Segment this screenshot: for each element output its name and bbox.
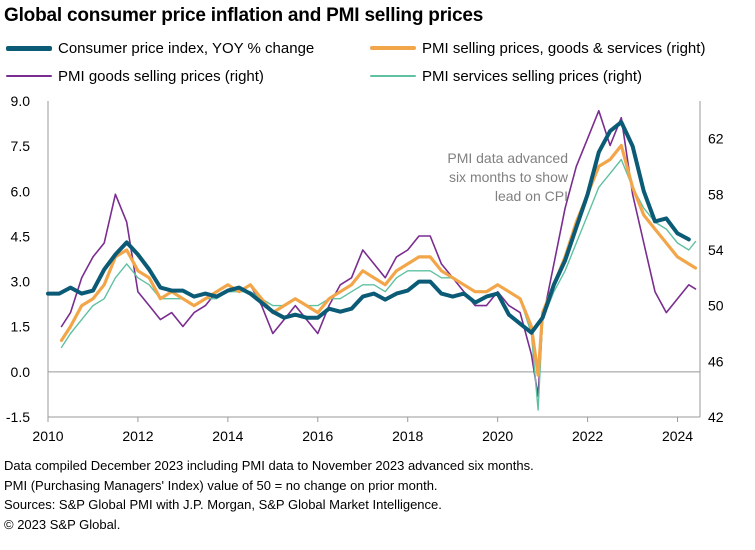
annotation-text: six months to show — [449, 169, 569, 185]
series-line-cpi — [46, 120, 691, 335]
annotation: PMI data advanced six months to show lead … — [447, 150, 569, 204]
axes: 9.0 7.5 6.0 4.5 3.0 1.5 0.0 -1.5 62 58 54 50 46 42 201… — [6, 93, 724, 444]
line-chart: 9.0 7.5 6.0 4.5 3.0 1.5 0.0 -1.5 62 58 54 50 46 42 201… — [6, 93, 724, 444]
series-lines — [46, 109, 698, 411]
y-left-tick-label: 1.5 — [11, 319, 31, 335]
x-tick-label: 2020 — [482, 428, 513, 444]
footer-notes: Data compiled December 2023 including PM… — [4, 456, 534, 534]
y-left-tick-label: 0.0 — [11, 364, 31, 380]
x-tick-label: 2010 — [32, 428, 63, 444]
x-tick-label: 2016 — [302, 428, 333, 444]
y-left-tick-label: 6.0 — [11, 183, 31, 199]
chart-title: Global consumer price inflation and PMI … — [4, 5, 484, 26]
y-right-tick-label: 62 — [708, 131, 724, 147]
legend-swatch-pmi-goods — [6, 75, 52, 77]
legend-label-pmi-services: PMI services selling prices (right) — [422, 67, 643, 85]
legend-swatch-pmi-services — [370, 75, 416, 77]
annotation-text: PMI data advanced — [447, 150, 568, 166]
y-right-tick-label: 46 — [708, 353, 724, 369]
footer-line: PMI (Purchasing Managers' Index) value o… — [4, 477, 438, 493]
annotation-text: lead on CPI — [495, 188, 568, 204]
y-left-tick-label: 9.0 — [11, 93, 31, 109]
y-left-tick-label: 3.0 — [11, 274, 31, 290]
x-tick-label: 2022 — [572, 428, 603, 444]
y-left-tick-label: -1.5 — [6, 409, 30, 425]
legend-item-pmi-total: PMI selling prices, goods & services (ri… — [370, 39, 705, 57]
y-left-tick-label: 4.5 — [11, 228, 31, 244]
series-line-pmi-services — [60, 158, 697, 411]
y-right-tick-label: 58 — [708, 186, 724, 202]
legend-label-pmi-goods: PMI goods selling prices (right) — [58, 67, 264, 85]
y-right-tick-label: 50 — [708, 298, 724, 314]
legend-swatch-cpi — [6, 45, 52, 51]
series-line-pmi-goods — [60, 109, 697, 397]
x-tick-label: 2012 — [122, 428, 153, 444]
y-right-tick-label: 42 — [708, 409, 724, 425]
footer-line: Data compiled December 2023 including PM… — [4, 458, 534, 473]
legend-item-cpi: Consumer price index, YOY % change — [6, 39, 314, 57]
y-left-tick-label: 7.5 — [11, 138, 31, 154]
legend-item-pmi-services: PMI services selling prices (right) — [370, 67, 642, 85]
legend-label-cpi: Consumer price index, YOY % change — [58, 39, 315, 57]
legend-item-pmi-goods: PMI goods selling prices (right) — [6, 67, 264, 85]
legend-label-pmi-total: PMI selling prices, goods & services (ri… — [422, 39, 706, 57]
footer-line: © 2023 S&P Global. — [4, 516, 121, 532]
y-right-tick-label: 54 — [708, 242, 724, 258]
x-tick-label: 2018 — [392, 428, 423, 444]
legend-swatch-pmi-total — [370, 46, 416, 50]
x-tick-label: 2024 — [662, 428, 693, 444]
series-line-pmi-total — [59, 143, 698, 377]
footer-line: Sources: S&P Global PMI with J.P. Morgan… — [4, 497, 442, 512]
x-tick-label: 2014 — [212, 428, 243, 444]
